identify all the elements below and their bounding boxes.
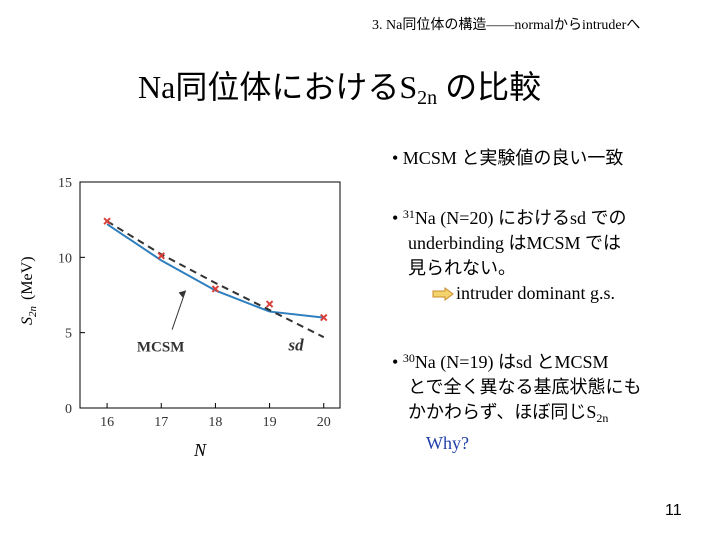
mcsm-annotation: MCSM xyxy=(137,340,185,356)
chart-series xyxy=(103,217,328,339)
mcsm-annotation-arrowhead xyxy=(178,290,186,298)
bullet-3-line-3-text: かかわらず、ほぼ同じS xyxy=(408,402,597,422)
y-axis-label-sub: 2n xyxy=(27,306,39,318)
title-s: S xyxy=(399,69,418,105)
title-main: Na同位体における xyxy=(138,69,400,105)
point-mark xyxy=(157,252,165,260)
plot-frame xyxy=(79,181,341,409)
mcsm-annotation-arrow xyxy=(171,290,187,330)
chart-axes: 0 5 10 15 16 17 18 19 20 xyxy=(58,176,341,430)
point-mark xyxy=(265,300,274,308)
x-tick-label: 16 xyxy=(100,415,114,430)
bullet-3-mass-number: 30 xyxy=(402,351,415,365)
x-tick-label: 17 xyxy=(154,415,168,430)
bullet-2-arrow-text: intruder dominant g.s. xyxy=(456,283,615,303)
bullet-2-line-1-text: Na (N=20) におけるsd での xyxy=(414,208,627,228)
y-axis-label: S2n (MeV) xyxy=(19,256,39,325)
title-tail: の比較 xyxy=(437,69,542,105)
slide-title: Na同位体におけるS2n の比較 xyxy=(138,62,541,110)
bullet-3-line-1: • 30Na (N=19) はsd とMCSM xyxy=(392,351,609,372)
data-point-exp xyxy=(211,285,220,293)
slide-header: 3. Na同位体の構造――normalからintruderへ xyxy=(372,18,641,33)
data-point-exp xyxy=(103,217,111,225)
bullet-3-line-1-text: Na (N=19) はsd とMCSM xyxy=(414,352,609,372)
series-line-mcsm xyxy=(106,223,324,319)
y-tick-label: 10 xyxy=(58,251,72,266)
chart-labels: N S2n (MeV) MCSM sd xyxy=(19,256,304,460)
x-tick-label: 20 xyxy=(317,415,331,430)
x-axis-label: N xyxy=(193,440,207,460)
bullet-2-line-1: • 31Na (N=20) におけるsd での xyxy=(392,207,627,228)
s2n-chart: 0 5 10 15 16 17 18 19 20 N S2n (MeV) MCSM sd xyxy=(19,176,341,460)
y-tick-label: 0 xyxy=(65,402,72,417)
data-point-exp xyxy=(265,300,274,308)
bullet-2-mass-number: 31 xyxy=(402,207,415,221)
y-tick-label: 15 xyxy=(58,176,72,191)
point-mark xyxy=(103,217,111,225)
bullet-2-line-3: 見られない。 xyxy=(408,258,516,278)
y-axis-label-unit: (MeV) xyxy=(19,256,36,300)
right-arrow-icon xyxy=(432,287,454,301)
bullet-3-line-3: かかわらず、ほぼ同じS2n xyxy=(392,400,641,431)
title-subscript: 2n xyxy=(417,87,438,109)
x-tick-label: 19 xyxy=(263,415,277,430)
sd-annotation: sd xyxy=(288,336,305,355)
point-mark xyxy=(211,285,220,293)
x-tick-label: 18 xyxy=(208,415,222,430)
bullet-2: • 31Na (N=20) におけるsd での underbinding はMC… xyxy=(392,202,626,306)
data-point-exp xyxy=(157,252,165,260)
bullet-3-subscript: 2n xyxy=(596,411,609,425)
bullet-3: • 30Na (N=19) はsd とMCSM とで全く異なる基底状態にも かか… xyxy=(392,346,641,456)
bullet-2-line-2: underbinding はMCSM では xyxy=(408,233,622,253)
page-number: 11 xyxy=(665,502,682,519)
why-question: Why? xyxy=(426,433,469,453)
data-point-exp xyxy=(320,313,328,322)
bullet-1: • MCSM と実験値の良い一致 xyxy=(392,146,623,171)
bullet-1-text: • MCSM と実験値の良い一致 xyxy=(392,148,624,168)
point-mark xyxy=(320,313,328,322)
y-tick-label: 5 xyxy=(65,327,72,342)
series-line-sd xyxy=(106,220,325,339)
y-axis-label-s: S xyxy=(19,317,36,325)
bullet-3-line-2: とで全く異なる基底状態にも xyxy=(408,377,642,397)
bullet-2-arrow-line: intruder dominant g.s. xyxy=(392,281,626,306)
